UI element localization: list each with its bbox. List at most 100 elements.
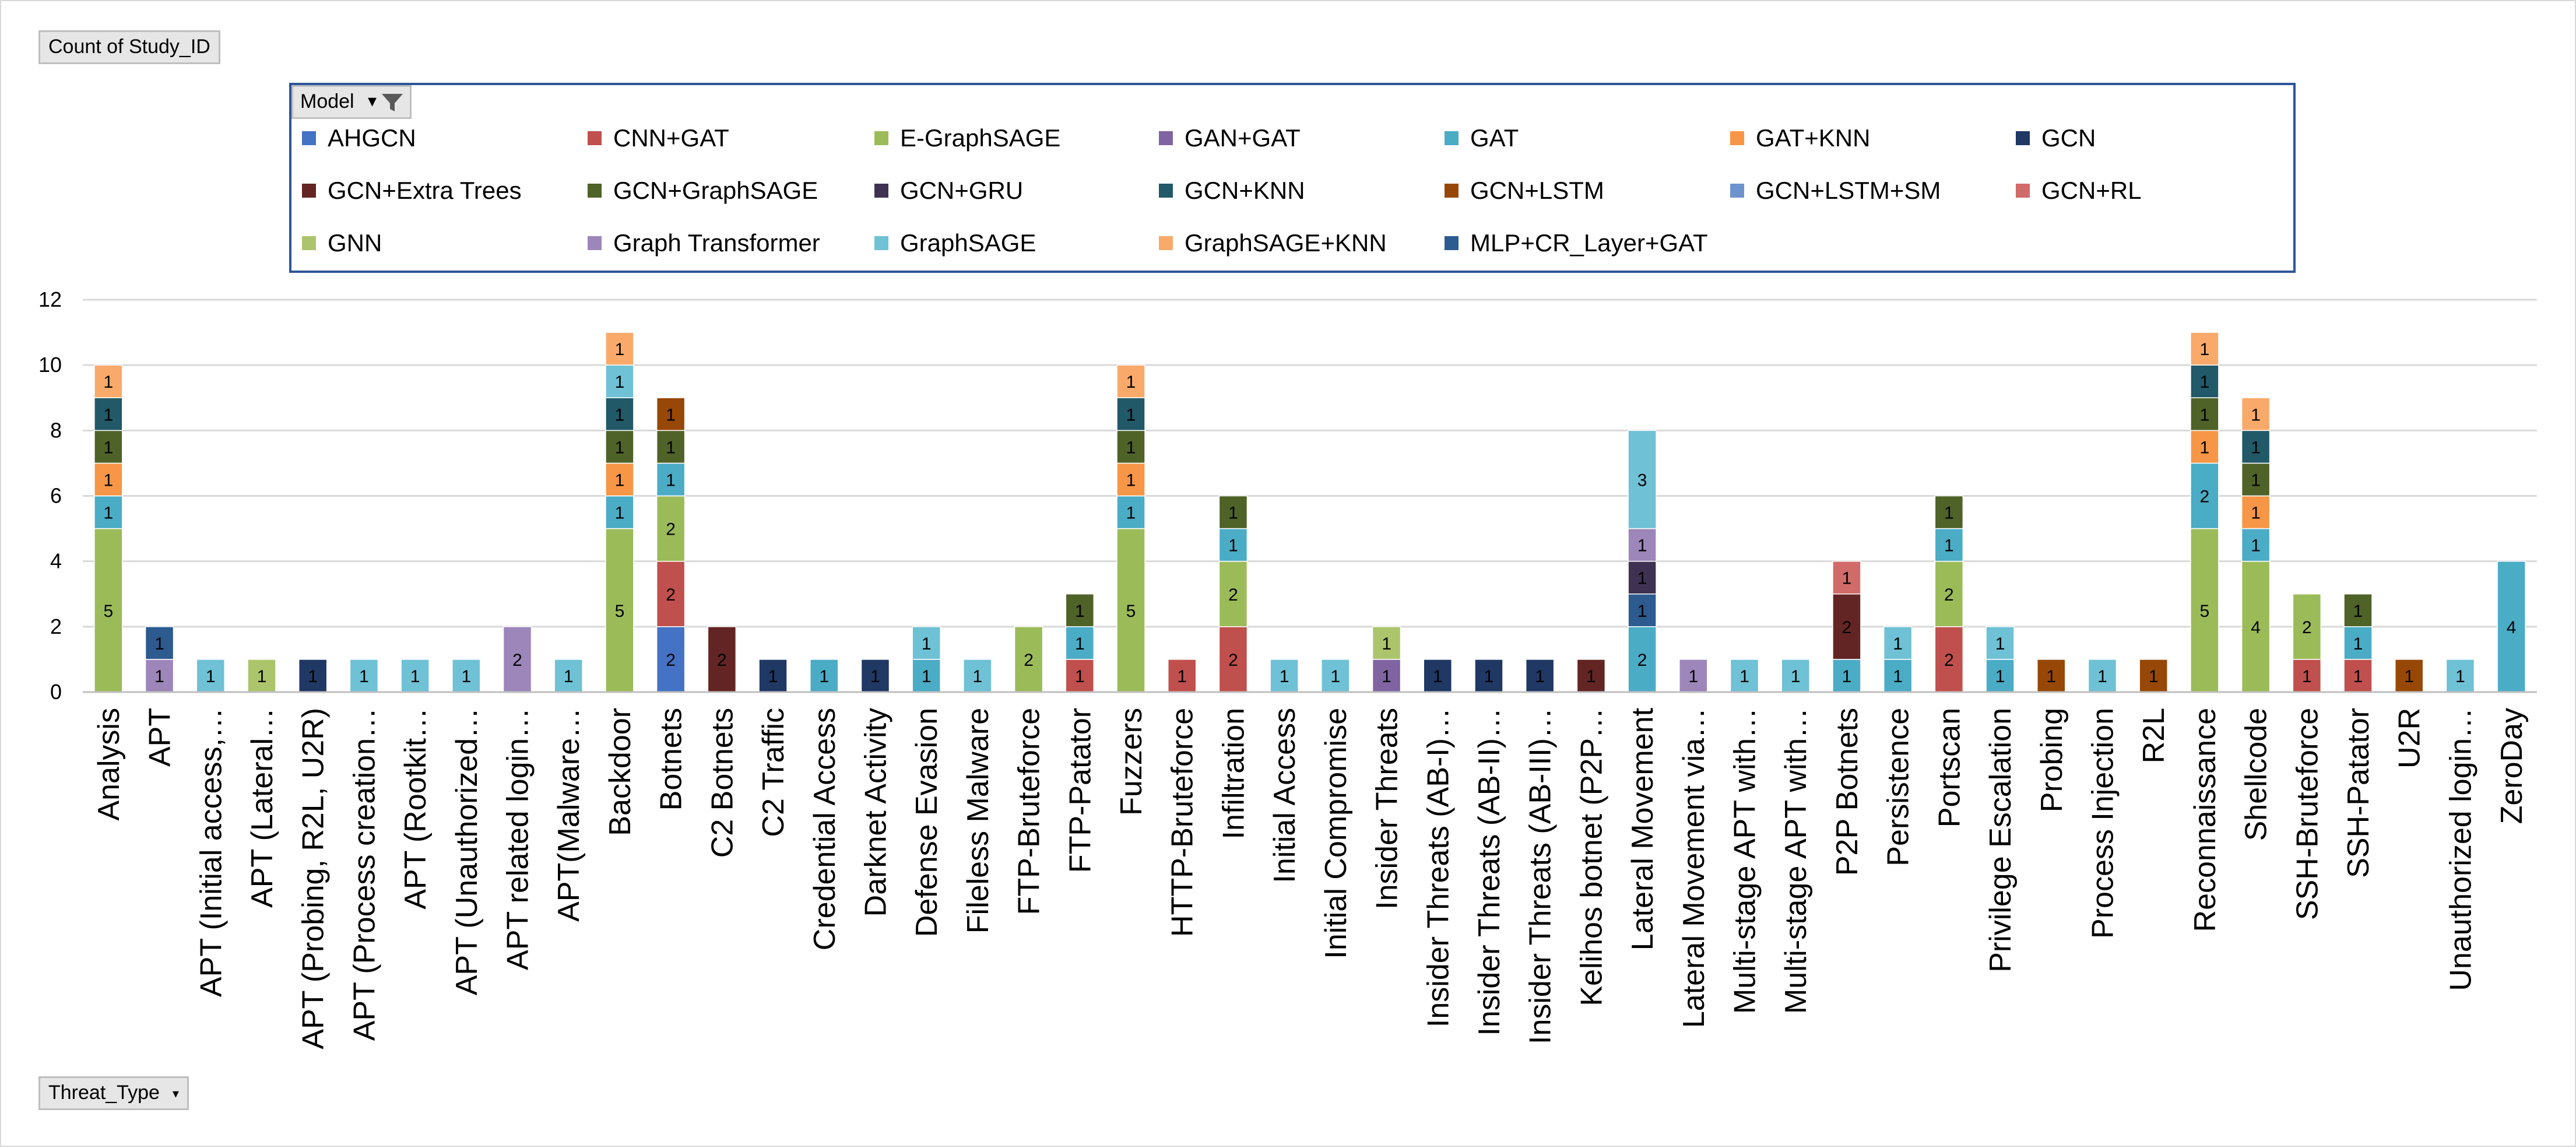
bar-segment-gcn-lstm[interactable] bbox=[656, 397, 686, 431]
bar-stack[interactable]: 1 bbox=[1321, 659, 1350, 693]
bar-stack[interactable]: 2 bbox=[502, 626, 532, 693]
bar-segment-gat[interactable] bbox=[605, 495, 634, 529]
bar-segment-e-graphsage[interactable] bbox=[1116, 528, 1145, 693]
bar-stack[interactable]: 5 1 1 1 1 1 bbox=[1116, 364, 1145, 693]
bar-stack[interactable]: 2 bbox=[1014, 626, 1043, 693]
bar-segment-graph-transformer[interactable] bbox=[1628, 528, 1657, 562]
bar-stack[interactable]: 1 bbox=[1423, 659, 1453, 693]
bar-segment-cnn-gat[interactable] bbox=[2292, 659, 2322, 693]
bar-segment-cnn-gat[interactable] bbox=[1218, 626, 1248, 693]
bar-stack[interactable]: 5 1 1 1 1 1 bbox=[94, 364, 123, 693]
bar-segment-graphsage-knn[interactable] bbox=[605, 332, 634, 366]
bar-segment-gat[interactable] bbox=[2190, 462, 2219, 529]
bar-stack[interactable]: 5 2 1 1 1 1 bbox=[2190, 332, 2219, 693]
bar-segment-gcn-graphsage[interactable] bbox=[94, 430, 123, 464]
bar-segment-graphsage[interactable] bbox=[1985, 626, 2015, 660]
bar-stack[interactable]: 1 bbox=[963, 659, 992, 693]
bar-segment-gcn-gru[interactable] bbox=[1628, 560, 1657, 595]
bar-stack[interactable]: 1 bbox=[810, 659, 839, 693]
bar-segment-gcn-knn[interactable] bbox=[605, 397, 634, 431]
bar-segment-graphsage[interactable] bbox=[1730, 659, 1759, 693]
bar-segment-graphsage[interactable] bbox=[605, 364, 634, 399]
bar-stack[interactable]: 2 1 1 1 3 bbox=[1628, 430, 1657, 693]
bar-segment-e-graphsage[interactable] bbox=[2292, 594, 2322, 660]
bar-segment-graphsage-knn[interactable] bbox=[1116, 364, 1145, 399]
bar-segment-gcn[interactable] bbox=[1525, 659, 1555, 693]
bar-segment-gat[interactable] bbox=[2343, 626, 2373, 660]
bar-stack[interactable]: 1 bbox=[1781, 659, 1810, 693]
bar-segment-gat[interactable] bbox=[1065, 626, 1095, 660]
bar-segment-mlp-cr-layer-gat[interactable] bbox=[1628, 594, 1657, 627]
bar-segment-e-graphsage[interactable] bbox=[1934, 560, 1964, 627]
bar-stack[interactable]: 1 bbox=[247, 659, 276, 693]
bar-stack[interactable]: 11 bbox=[1883, 626, 1913, 693]
bar-segment-graphsage[interactable] bbox=[349, 659, 379, 693]
bar-segment-graphsage[interactable] bbox=[2445, 659, 2475, 693]
bar-segment-graphsage[interactable] bbox=[452, 659, 481, 693]
bar-segment-gat[interactable] bbox=[1883, 659, 1913, 693]
bar-stack[interactable]: 1 bbox=[196, 659, 226, 693]
bar-segment-graphsage[interactable] bbox=[1628, 430, 1657, 529]
bar-stack[interactable]: 1 bbox=[1167, 659, 1197, 693]
bar-segment-e-graphsage[interactable] bbox=[2190, 528, 2219, 693]
bar-segment-graphsage[interactable] bbox=[963, 659, 992, 693]
bar-segment-gat[interactable] bbox=[2241, 528, 2271, 562]
bar-segment-graphsage[interactable] bbox=[1321, 659, 1350, 693]
bar-segment-gcn-graphsage[interactable] bbox=[605, 430, 634, 464]
axis-field-button[interactable]: Threat_Type ▾ bbox=[38, 1076, 189, 1110]
bar-segment-gat-knn[interactable] bbox=[94, 462, 123, 497]
bar-segment-graphsage[interactable] bbox=[912, 626, 941, 660]
bar-stack[interactable]: 1 1 1 bbox=[2343, 594, 2373, 693]
bar-stack[interactable]: 12 bbox=[2292, 594, 2322, 693]
bar-stack[interactable]: 1 bbox=[1576, 659, 1606, 693]
bar-segment-graphsage-knn[interactable] bbox=[94, 364, 123, 399]
bar-segment-graphsage[interactable] bbox=[2087, 659, 2117, 693]
bar-segment-graphsage[interactable] bbox=[196, 659, 226, 693]
bar-segment-gcn[interactable] bbox=[1423, 659, 1453, 693]
bar-segment-gcn-rl[interactable] bbox=[1832, 560, 1861, 595]
bar-stack[interactable]: 2 bbox=[707, 626, 737, 693]
bar-segment-e-graphsage[interactable] bbox=[2241, 560, 2271, 693]
bar-segment-e-graphsage[interactable] bbox=[605, 528, 634, 693]
bar-stack[interactable]: 11 bbox=[912, 626, 941, 693]
bar-segment-gat[interactable] bbox=[656, 462, 686, 497]
bar-segment-gcn[interactable] bbox=[860, 659, 890, 693]
bar-segment-gat[interactable] bbox=[1985, 659, 2015, 693]
bar-segment-gcn-graphsage[interactable] bbox=[1218, 495, 1248, 529]
bar-segment-graph-transformer[interactable] bbox=[502, 626, 532, 693]
bar-segment-gcn-knn[interactable] bbox=[1116, 397, 1145, 431]
bar-segment-gcn-extra-trees[interactable] bbox=[1576, 659, 1606, 693]
bar-segment-gcn-graphsage[interactable] bbox=[1934, 495, 1964, 529]
bar-segment-gat[interactable] bbox=[2497, 560, 2526, 693]
bar-segment-graphsage[interactable] bbox=[1883, 626, 1913, 660]
bar-stack[interactable]: 2 2 1 1 bbox=[1934, 495, 1964, 693]
bar-stack[interactable]: 4 1 1 1 1 1 bbox=[2241, 397, 2271, 693]
bar-segment-graphsage-knn[interactable] bbox=[2190, 332, 2219, 366]
bar-segment-gan-gat[interactable] bbox=[1372, 659, 1401, 693]
bar-stack[interactable]: 2 2 1 1 bbox=[1218, 495, 1248, 693]
bar-segment-e-graphsage[interactable] bbox=[1014, 626, 1043, 693]
bar-segment-graphsage[interactable] bbox=[1781, 659, 1810, 693]
bar-segment-graphsage[interactable] bbox=[554, 659, 583, 693]
bar-stack[interactable]: 1 bbox=[1679, 659, 1708, 693]
bar-stack[interactable]: 1 bbox=[2394, 659, 2424, 693]
bar-segment-gcn-graphsage[interactable] bbox=[2190, 397, 2219, 431]
bar-stack[interactable]: 1 bbox=[1270, 659, 1299, 693]
bar-segment-gcn-lstm[interactable] bbox=[2394, 659, 2424, 693]
bar-segment-e-graphsage[interactable] bbox=[1218, 560, 1248, 627]
bar-segment-gcn-lstm[interactable] bbox=[2139, 659, 2168, 693]
bar-segment-gat[interactable] bbox=[1934, 528, 1964, 562]
bar-stack[interactable]: 1 bbox=[400, 659, 430, 693]
bar-stack[interactable]: 5 1 1 1 1 1 1 bbox=[605, 332, 634, 693]
bar-segment-gat-knn[interactable] bbox=[2241, 495, 2271, 529]
bar-segment-e-graphsage[interactable] bbox=[656, 495, 686, 562]
bar-stack[interactable]: 4 bbox=[2497, 560, 2526, 693]
bar-segment-graph-transformer[interactable] bbox=[1679, 659, 1708, 693]
bar-stack[interactable]: 1 1 1 bbox=[1065, 594, 1095, 693]
bar-segment-graphsage-knn[interactable] bbox=[2241, 397, 2271, 431]
bar-stack[interactable]: 11 bbox=[1985, 626, 2015, 693]
bar-segment-gcn-extra-trees[interactable] bbox=[707, 626, 737, 693]
bar-stack[interactable]: 1 bbox=[554, 659, 583, 693]
bar-stack[interactable]: 1 bbox=[860, 659, 890, 693]
bar-stack[interactable]: 1 bbox=[1474, 659, 1503, 693]
